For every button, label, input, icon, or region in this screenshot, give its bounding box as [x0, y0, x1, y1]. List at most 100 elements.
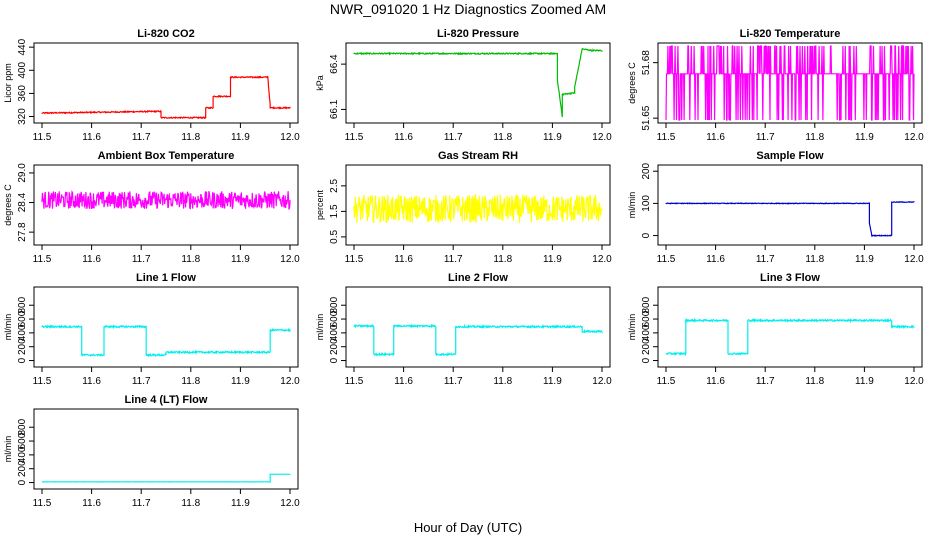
- y-tick-label: 2.5: [329, 178, 340, 192]
- y-tick-label: 400: [329, 324, 340, 341]
- x-tick-label: 12.0: [904, 254, 924, 265]
- panel-title: Line 1 Flow: [136, 272, 196, 284]
- x-tick-label: 11.9: [855, 132, 874, 143]
- y-tick-label: 800: [17, 418, 28, 435]
- x-tick-label: 11.5: [345, 132, 364, 143]
- y-tick-label: 0: [17, 357, 28, 363]
- y-axis-label: ml/min: [627, 192, 637, 219]
- x-tick-label: 11.9: [543, 132, 562, 143]
- y-tick-label: 100: [641, 195, 652, 212]
- series-line: [41, 473, 291, 483]
- x-tick-label: 11.9: [231, 376, 250, 387]
- x-tick-label: 11.9: [855, 254, 874, 265]
- panels: Li-820 CO2 11.5 11.6 11.7 11.8 11.9 12.0 320 360…: [3, 28, 924, 509]
- x-tick-label: 12.0: [280, 498, 300, 509]
- y-tick-label: 400: [17, 446, 28, 463]
- y-tick-label: 600: [329, 310, 340, 327]
- y-tick-label: 200: [17, 460, 28, 477]
- series-line: [353, 193, 603, 223]
- plot-frame: [657, 164, 923, 246]
- x-tick-label: 11.8: [805, 376, 824, 387]
- y-axis-label: percent: [315, 189, 325, 220]
- plot-frame: [33, 286, 299, 368]
- x-tick-label: 11.7: [444, 254, 463, 265]
- x-tick-label: 11.8: [181, 254, 200, 265]
- x-tick-label: 11.5: [657, 132, 676, 143]
- x-tick-label: 11.5: [345, 376, 364, 387]
- y-tick-label: 800: [17, 296, 28, 313]
- y-tick-label: 66.1: [329, 99, 340, 119]
- series-line: [353, 323, 603, 357]
- panel-title: Line 4 (LT) Flow: [125, 394, 208, 406]
- panel-temperature: Li-820 Temperature 11.5 11.6 11.7 11.8 11.9 12…: [627, 28, 924, 143]
- y-tick-label: 400: [17, 62, 28, 79]
- panel-title: Li-820 Pressure: [437, 28, 519, 40]
- panel-line4: Line 4 (LT) Flow 11.5 11.6 11.7 11.8 11.9 12.0…: [3, 394, 300, 509]
- panel-pressure: Li-820 Pressure 11.5 11.6 11.7 11.8 11.9 12.0 6…: [315, 28, 612, 143]
- x-tick-label: 11.6: [706, 254, 725, 265]
- series-line: [665, 45, 915, 121]
- y-axis-label: ml/min: [3, 436, 13, 463]
- y-tick-label: 200: [17, 338, 28, 355]
- x-tick-label: 11.8: [181, 132, 200, 143]
- plot-frame: [345, 164, 611, 246]
- panel-title: Ambient Box Temperature: [98, 150, 235, 162]
- y-tick-label: 320: [17, 108, 28, 125]
- x-tick-label: 11.5: [657, 254, 676, 265]
- y-tick-label: 800: [641, 296, 652, 313]
- y-tick-label: 440: [17, 38, 28, 55]
- x-tick-label: 11.5: [33, 132, 52, 143]
- x-tick-label: 12.0: [592, 376, 612, 387]
- panel-title: Li-820 Temperature: [740, 28, 841, 40]
- x-tick-label: 11.8: [181, 376, 200, 387]
- x-tick-label: 11.8: [181, 498, 200, 509]
- y-tick-label: 0: [641, 232, 652, 238]
- y-tick-label: 200: [641, 162, 652, 179]
- y-axis-label: ml/min: [315, 314, 325, 341]
- x-tick-label: 11.5: [33, 376, 52, 387]
- y-tick-label: 0: [641, 357, 652, 363]
- figure-xlabel: Hour of Day (UTC): [414, 520, 522, 535]
- series-line: [353, 47, 603, 118]
- panel-title: Li-820 CO2: [137, 28, 194, 40]
- panel-ambient: Ambient Box Temperature 11.5 11.6 11.7 11.8 1…: [3, 150, 300, 265]
- y-tick-label: 600: [641, 310, 652, 327]
- y-tick-label: 28.4: [17, 192, 28, 212]
- x-tick-label: 11.8: [805, 254, 824, 265]
- x-tick-label: 11.8: [805, 132, 824, 143]
- y-tick-label: 360: [17, 85, 28, 102]
- x-tick-label: 11.7: [756, 376, 775, 387]
- y-tick-label: 400: [17, 324, 28, 341]
- panel-sampleflow: Sample Flow 11.5 11.6 11.7 11.8 11.9 12.0 0 100 2…: [627, 150, 924, 265]
- x-tick-label: 12.0: [592, 132, 612, 143]
- y-tick-label: 0.5: [329, 230, 340, 244]
- x-tick-label: 11.5: [657, 376, 676, 387]
- x-tick-label: 11.8: [493, 254, 512, 265]
- x-tick-label: 11.9: [231, 132, 250, 143]
- y-tick-label: 800: [329, 296, 340, 313]
- x-tick-label: 11.7: [756, 132, 775, 143]
- x-tick-label: 11.6: [82, 254, 101, 265]
- x-tick-label: 12.0: [592, 254, 612, 265]
- y-tick-label: 29.0: [17, 163, 28, 183]
- panel-title: Gas Stream RH: [438, 150, 518, 162]
- plot-frame: [33, 164, 299, 246]
- x-tick-label: 12.0: [904, 376, 924, 387]
- x-tick-label: 11.5: [33, 498, 52, 509]
- y-tick-label: 400: [641, 324, 652, 341]
- series-line: [41, 190, 291, 211]
- x-tick-label: 11.6: [82, 132, 101, 143]
- panel-line3: Line 3 Flow 11.5 11.6 11.7 11.8 11.9 12.0 0 2004…: [627, 272, 924, 387]
- y-tick-label: 1.5: [329, 204, 340, 218]
- x-tick-label: 11.6: [706, 376, 725, 387]
- y-axis-label: degrees C: [627, 62, 637, 104]
- x-tick-label: 11.7: [132, 376, 151, 387]
- x-tick-label: 11.6: [82, 376, 101, 387]
- series-line: [665, 201, 915, 238]
- y-axis-label: ml/min: [3, 314, 13, 341]
- series-line: [41, 75, 291, 120]
- panel-gasrh: Gas Stream RH 11.5 11.6 11.7 11.8 11.9 12.0 0.5…: [315, 150, 612, 265]
- x-tick-label: 11.7: [132, 498, 151, 509]
- x-tick-label: 11.5: [345, 254, 364, 265]
